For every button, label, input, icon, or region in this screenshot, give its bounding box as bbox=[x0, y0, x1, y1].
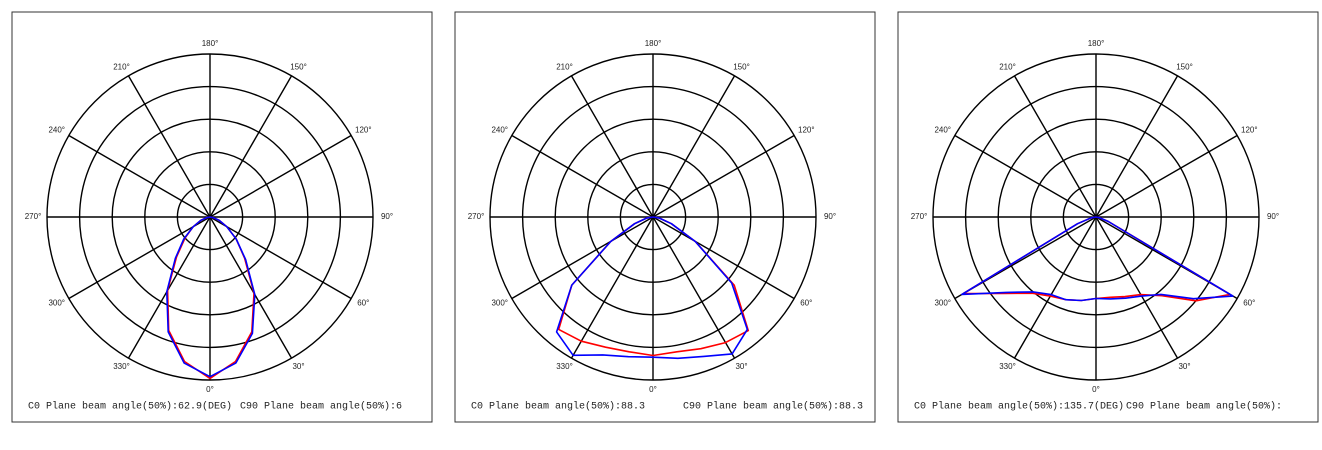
radial-line bbox=[570, 216, 654, 359]
angle-label: 210° bbox=[556, 62, 573, 71]
caption: C90 Plane beam angle(50%):6 bbox=[240, 401, 402, 413]
radial-line bbox=[209, 216, 352, 300]
angle-label: 90° bbox=[824, 212, 836, 221]
angle-label: 270° bbox=[911, 212, 928, 221]
angle-label: 270° bbox=[25, 212, 42, 221]
angle-label: 270° bbox=[468, 212, 485, 221]
caption: C0 Plane beam angle(50%):88.3 bbox=[471, 401, 645, 413]
angle-label: 210° bbox=[999, 62, 1016, 71]
angle-label: 330° bbox=[556, 362, 573, 371]
angle-label: 300° bbox=[934, 299, 951, 308]
caption: C0 Plane beam angle(50%):135.7(DEG) bbox=[914, 401, 1124, 413]
radial-line bbox=[68, 134, 211, 218]
radial-line bbox=[511, 134, 654, 218]
radial-line bbox=[209, 75, 293, 218]
radial-line bbox=[1013, 75, 1097, 218]
angle-label: 30° bbox=[292, 362, 304, 371]
radial-line bbox=[652, 216, 795, 300]
angle-label: 60° bbox=[357, 299, 369, 308]
angle-label: 60° bbox=[1243, 299, 1255, 308]
angle-label: 30° bbox=[735, 362, 747, 371]
angle-label: 300° bbox=[491, 299, 508, 308]
angle-label: 210° bbox=[113, 62, 130, 71]
angle-label: 300° bbox=[48, 299, 65, 308]
angle-label: 150° bbox=[290, 62, 307, 71]
angle-label: 150° bbox=[1176, 62, 1193, 71]
angle-label: 180° bbox=[1088, 39, 1105, 48]
radial-line bbox=[652, 216, 736, 359]
angle-label: 30° bbox=[1178, 362, 1190, 371]
panel-border bbox=[454, 11, 876, 423]
angle-label: 120° bbox=[1241, 126, 1258, 135]
angle-label: 180° bbox=[202, 39, 219, 48]
radial-line bbox=[209, 216, 293, 359]
radial-line bbox=[127, 216, 211, 359]
caption: C90 Plane beam angle(50%):88.3 bbox=[683, 401, 863, 413]
angle-label: 330° bbox=[999, 362, 1016, 371]
radial-line bbox=[1013, 216, 1097, 359]
radial-line bbox=[652, 134, 795, 218]
angle-label: 330° bbox=[113, 362, 130, 371]
panel-border bbox=[897, 11, 1319, 423]
caption: C90 Plane beam angle(50%): bbox=[1126, 401, 1282, 413]
angle-label: 90° bbox=[381, 212, 393, 221]
radial-line bbox=[954, 134, 1097, 218]
radial-line bbox=[652, 75, 736, 218]
panel-border bbox=[11, 11, 433, 423]
radial-line bbox=[570, 75, 654, 218]
radial-line bbox=[1095, 134, 1238, 218]
angle-label: 120° bbox=[798, 126, 815, 135]
radial-line bbox=[1095, 216, 1179, 359]
angle-label: 0° bbox=[1092, 385, 1100, 394]
angle-label: 240° bbox=[934, 126, 951, 135]
angle-label: 240° bbox=[491, 126, 508, 135]
radial-line bbox=[127, 75, 211, 218]
angle-label: 90° bbox=[1267, 212, 1279, 221]
angle-label: 0° bbox=[206, 385, 214, 394]
angle-label: 120° bbox=[355, 126, 372, 135]
caption: C0 Plane beam angle(50%):62.9(DEG) bbox=[28, 401, 232, 413]
angle-label: 150° bbox=[733, 62, 750, 71]
beam-curve bbox=[166, 216, 256, 378]
beam-curve bbox=[961, 216, 1234, 302]
radial-line bbox=[1095, 75, 1179, 218]
angle-label: 0° bbox=[649, 385, 657, 394]
radial-line bbox=[68, 216, 211, 300]
radial-line bbox=[209, 134, 352, 218]
radial-line bbox=[511, 216, 654, 300]
angle-label: 180° bbox=[645, 39, 662, 48]
angle-label: 60° bbox=[800, 299, 812, 308]
angle-label: 240° bbox=[48, 126, 65, 135]
beam-curve bbox=[555, 216, 749, 360]
